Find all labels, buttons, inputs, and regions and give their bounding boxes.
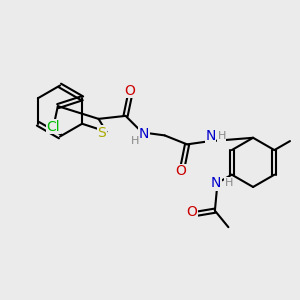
Text: S: S bbox=[98, 126, 106, 140]
Text: H: H bbox=[218, 131, 226, 141]
Text: O: O bbox=[176, 164, 187, 178]
Text: N: N bbox=[139, 127, 149, 141]
Text: O: O bbox=[186, 205, 197, 219]
Text: Cl: Cl bbox=[47, 120, 60, 134]
Text: O: O bbox=[124, 84, 136, 98]
Text: H: H bbox=[131, 136, 140, 146]
Text: H: H bbox=[225, 178, 233, 188]
Text: N: N bbox=[211, 176, 221, 190]
Text: N: N bbox=[205, 129, 216, 143]
